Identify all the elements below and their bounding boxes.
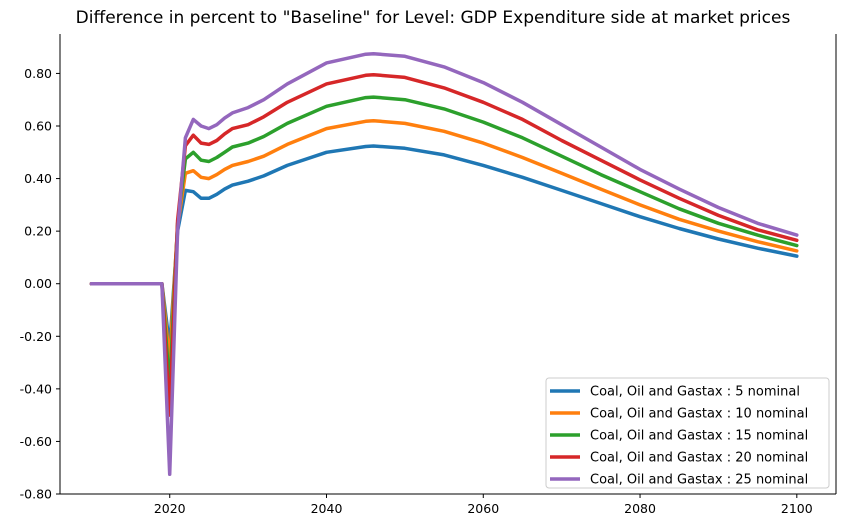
y-tick-label: -0.60 (20, 434, 52, 449)
series-line-5 (89, 51, 799, 477)
series-line-4 (89, 72, 799, 417)
legend-box (545, 377, 830, 489)
y-tick-label: 0.00 (24, 276, 52, 291)
legend-label-5: Coal, Oil and Gastax : 25 nominal (590, 473, 808, 488)
legend-label-4: Coal, Oil and Gastax : 20 nominal (590, 451, 808, 466)
series-line-1 (89, 144, 799, 349)
y-tick-label: -0.20 (20, 329, 52, 344)
x-tick-label: 2080 (624, 501, 656, 516)
axes: -0.80 -0.60 -0.40 -0.20 0.00 0.20 0.40 0.60 0.80… (20, 34, 837, 516)
legend-label-1: Coal, Oil and Gastax : 5 nominal (590, 385, 800, 400)
x-tick-label: 2040 (311, 501, 343, 516)
y-tick-label: 0.60 (24, 119, 52, 134)
legend: Coal, Oil and Gastax : 5 nominal Coal, Oi… (545, 377, 830, 489)
series-line-2 (89, 118, 799, 365)
x-tick-label: 2060 (467, 501, 499, 516)
y-tick-label: -0.80 (20, 487, 52, 502)
legend-label-3: Coal, Oil and Gastax : 15 nominal (590, 429, 808, 444)
y-tick-label: 0.80 (24, 66, 52, 81)
chart-title: Difference in percent to "Baseline" for … (75, 8, 791, 28)
y-tick-label: 0.20 (24, 224, 52, 239)
x-tick-label: 2020 (154, 501, 186, 516)
y-tick-label: -0.40 (20, 381, 52, 396)
y-tick-label: 0.40 (24, 171, 52, 186)
series-layer (89, 51, 799, 477)
legend-label-2: Coal, Oil and Gastax : 10 nominal (590, 407, 808, 422)
series-line-3 (89, 95, 799, 391)
x-tick-label: 2100 (781, 501, 813, 516)
